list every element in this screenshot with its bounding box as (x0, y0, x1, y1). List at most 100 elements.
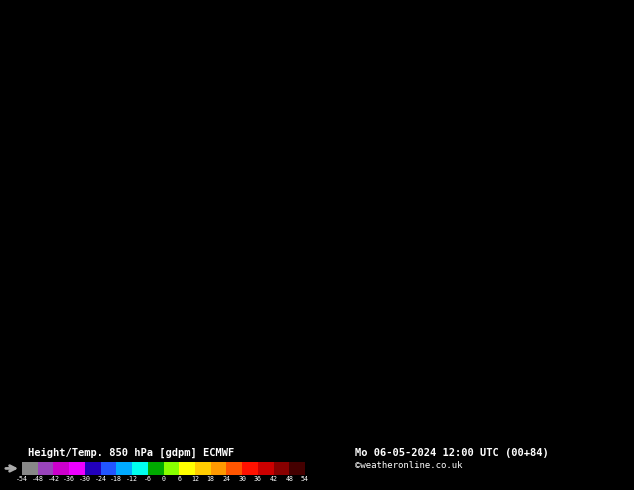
Text: 2: 2 (455, 195, 459, 204)
Text: 9: 9 (53, 433, 58, 441)
Text: 0: 0 (317, 47, 322, 56)
Text: 2: 2 (544, 47, 549, 56)
Text: 2: 2 (359, 154, 365, 163)
Text: 9: 9 (96, 361, 100, 370)
Text: 8: 8 (37, 379, 42, 388)
Text: 7: 7 (164, 177, 169, 186)
Text: 7: 7 (112, 254, 116, 264)
Text: 7: 7 (175, 166, 179, 174)
Text: 4: 4 (592, 326, 597, 335)
Text: 3: 3 (486, 302, 491, 311)
Text: 1: 1 (391, 23, 396, 32)
Text: 9: 9 (37, 403, 42, 412)
Text: 0: 0 (307, 343, 311, 352)
Text: 1: 1 (344, 290, 349, 299)
Text: 3: 3 (512, 278, 517, 287)
Text: 0: 0 (133, 391, 138, 400)
Text: 3: 3 (428, 261, 433, 270)
Text: 1: 1 (291, 112, 295, 121)
Text: 4: 4 (534, 391, 538, 400)
Text: 3: 3 (571, 243, 576, 252)
Text: 7: 7 (16, 284, 22, 293)
Text: 9: 9 (175, 308, 179, 317)
Text: 8: 8 (222, 106, 227, 115)
Text: 6: 6 (101, 177, 106, 186)
Text: 1: 1 (401, 5, 406, 14)
Text: 4: 4 (534, 415, 538, 424)
Text: 7: 7 (11, 290, 16, 299)
Text: 5: 5 (628, 349, 633, 359)
Text: 9: 9 (90, 373, 95, 382)
Text: 4: 4 (550, 355, 554, 365)
Text: 4: 4 (586, 326, 592, 335)
Text: 0: 0 (291, 65, 295, 74)
Text: 3: 3 (465, 261, 470, 270)
Text: 3: 3 (607, 177, 612, 186)
Text: 1: 1 (296, 177, 301, 186)
Text: 7: 7 (191, 219, 195, 228)
Text: 3: 3 (528, 338, 533, 346)
Text: 2: 2 (449, 219, 454, 228)
Text: 1: 1 (333, 355, 338, 365)
Text: 1: 1 (370, 415, 375, 424)
Text: 2: 2 (412, 88, 417, 98)
Text: 2: 2 (386, 302, 391, 311)
Text: 2: 2 (439, 118, 443, 127)
Text: 0: 0 (285, 53, 290, 62)
Text: 6: 6 (618, 439, 623, 447)
Text: 9: 9 (243, 124, 248, 133)
Text: 3: 3 (502, 290, 507, 299)
Text: 7: 7 (80, 53, 84, 62)
Text: 0: 0 (117, 427, 122, 436)
Text: 9: 9 (243, 47, 248, 56)
Text: 7: 7 (153, 207, 158, 216)
Text: 3: 3 (618, 177, 623, 186)
Text: 3: 3 (496, 248, 501, 258)
Text: 3: 3 (502, 332, 507, 341)
Text: 3: 3 (571, 219, 576, 228)
Text: 3: 3 (496, 207, 501, 216)
Text: 3: 3 (612, 195, 618, 204)
Text: 7: 7 (191, 148, 195, 157)
Text: 3: 3 (555, 261, 560, 270)
Text: 0: 0 (254, 130, 259, 139)
Text: 3: 3 (566, 237, 570, 246)
Text: 2: 2 (380, 65, 385, 74)
Text: 1: 1 (354, 71, 359, 80)
Text: 4: 4 (534, 343, 538, 352)
Text: 4: 4 (518, 403, 522, 412)
Text: 1: 1 (359, 296, 365, 305)
Text: 1: 1 (312, 177, 317, 186)
Text: 2: 2 (365, 237, 370, 246)
Text: 7: 7 (175, 160, 179, 169)
Text: 7: 7 (185, 118, 190, 127)
Text: 2: 2 (444, 427, 449, 436)
Text: 2: 2 (550, 53, 554, 62)
Text: 9: 9 (243, 231, 248, 240)
Text: 3: 3 (550, 290, 554, 299)
Text: 6: 6 (623, 433, 628, 441)
Text: 2: 2 (491, 17, 496, 26)
Text: 3: 3 (465, 207, 470, 216)
Text: 0: 0 (85, 427, 90, 436)
Text: 0: 0 (90, 420, 95, 430)
Text: 6: 6 (58, 100, 63, 109)
Text: 2: 2 (354, 201, 359, 210)
Text: 8: 8 (191, 261, 195, 270)
Text: 8: 8 (201, 148, 206, 157)
Text: 7: 7 (32, 296, 37, 305)
Text: 9: 9 (112, 367, 116, 376)
Text: 7: 7 (74, 225, 79, 234)
Text: 6: 6 (48, 53, 53, 62)
Text: 2: 2 (386, 100, 391, 109)
Text: 8: 8 (112, 278, 116, 287)
Text: 3: 3 (539, 124, 544, 133)
Text: 7: 7 (169, 219, 174, 228)
Text: 7: 7 (164, 100, 169, 109)
Text: 0: 0 (148, 409, 153, 418)
Text: 7: 7 (106, 261, 111, 270)
Text: 3: 3 (491, 320, 496, 329)
Text: 2: 2 (417, 59, 422, 68)
Text: 3: 3 (496, 284, 501, 293)
Text: 3: 3 (444, 326, 449, 335)
